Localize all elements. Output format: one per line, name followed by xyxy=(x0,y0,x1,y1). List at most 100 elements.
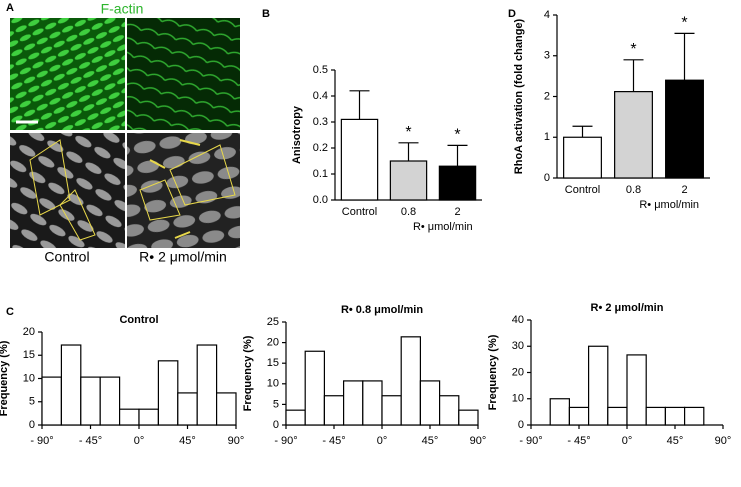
x-tick-label: - 45° xyxy=(567,435,590,447)
histogram-bar xyxy=(323,395,345,426)
bar xyxy=(665,79,704,179)
caption: R• 2 μmol/min xyxy=(139,249,227,265)
y-tick-label: 0 xyxy=(273,419,279,431)
cell-outline xyxy=(29,139,71,216)
histogram-bar xyxy=(60,344,82,426)
y-tick-label: 5 xyxy=(273,398,279,410)
y-tick-label: 30 xyxy=(512,340,524,352)
significance: * xyxy=(681,15,687,32)
x-tick-label: - 90° xyxy=(274,435,297,447)
chart-title: R• 0.8 μmol/min xyxy=(341,304,423,316)
cell-outline xyxy=(169,144,236,206)
y-axis-title: Frequency (%) xyxy=(0,340,10,416)
histogram-bar xyxy=(664,406,686,426)
y-tick-label: 1 xyxy=(544,131,550,143)
histogram-bar xyxy=(157,360,179,426)
panel-label: B xyxy=(262,8,270,20)
cell-outline xyxy=(139,179,181,221)
y-tick-label: 4 xyxy=(544,9,550,21)
micrograph xyxy=(127,18,240,130)
chart-title: Control xyxy=(119,314,158,326)
micrograph xyxy=(127,133,240,248)
y-tick-label: 20 xyxy=(267,337,279,349)
y-tick-label: 40 xyxy=(512,314,524,326)
histogram-bar xyxy=(626,354,647,426)
histogram-bar xyxy=(216,392,237,426)
y-tick-label: 0.0 xyxy=(313,194,328,206)
y-tick-label: 15 xyxy=(23,349,35,361)
histogram-bar xyxy=(568,406,590,426)
significance: * xyxy=(454,127,460,144)
histogram-bar xyxy=(362,380,383,426)
panel-label: C xyxy=(6,306,14,318)
x-tick-label: 0° xyxy=(622,435,633,447)
x-axis-title: R• μmol/min xyxy=(639,199,699,211)
y-tick-label: 0.2 xyxy=(313,142,328,154)
arrow xyxy=(149,159,166,169)
bar xyxy=(340,118,379,201)
bar xyxy=(389,160,428,201)
x-tick-label: Control xyxy=(342,206,377,218)
histogram-bar xyxy=(99,376,121,426)
x-tick-label: 45° xyxy=(667,435,684,447)
y-tick-label: 10 xyxy=(267,378,279,390)
histogram-bar xyxy=(400,336,422,426)
histogram-bar xyxy=(196,344,218,426)
histogram-bar xyxy=(419,380,441,426)
x-tick-label: 90° xyxy=(715,435,732,447)
y-tick-label: 0 xyxy=(518,419,524,431)
y-tick-label: 2 xyxy=(544,90,550,102)
histogram-bar xyxy=(439,395,460,426)
micrograph xyxy=(10,133,125,248)
y-tick-label: 3 xyxy=(544,50,550,62)
histogram-bar xyxy=(607,406,628,426)
histogram-bar xyxy=(645,406,667,426)
x-tick-label: Control xyxy=(565,184,600,196)
panel-label: A xyxy=(6,2,14,14)
y-axis-title: RhoA activation (fold change) xyxy=(513,18,525,174)
x-tick-label: 45° xyxy=(422,435,439,447)
y-tick-label: 0.4 xyxy=(313,90,328,102)
histogram-bar xyxy=(138,408,159,426)
histogram-bar xyxy=(118,408,140,426)
arrow xyxy=(179,139,201,146)
histogram-bar xyxy=(41,376,62,426)
x-tick-label: - 90° xyxy=(519,435,542,447)
x-tick-label: 90° xyxy=(228,435,245,447)
histogram-bar xyxy=(80,376,101,426)
x-tick-label: - 90° xyxy=(30,435,53,447)
y-tick-label: 0.3 xyxy=(313,116,328,128)
y-axis-title: Anisotropy xyxy=(291,105,303,164)
histogram-bar xyxy=(587,345,609,426)
histogram-bar xyxy=(177,392,198,426)
panel-title: F-actin xyxy=(101,1,144,17)
histogram-bar xyxy=(304,350,326,426)
cell-outline xyxy=(59,189,96,241)
caption: Control xyxy=(44,249,89,265)
x-tick-label: - 45° xyxy=(322,435,345,447)
arrow xyxy=(174,231,191,239)
x-tick-label: 0.8 xyxy=(401,206,416,218)
x-tick-label: 0° xyxy=(134,435,145,447)
y-tick-label: 15 xyxy=(267,357,279,369)
x-tick-label: 2 xyxy=(681,184,687,196)
y-tick-label: 0.5 xyxy=(313,64,328,76)
histogram-bar xyxy=(458,409,479,426)
x-axis-title: R• μmol/min xyxy=(413,221,473,233)
x-tick-label: 0.8 xyxy=(626,184,641,196)
x-tick-label: 2 xyxy=(454,206,460,218)
x-tick-label: - 45° xyxy=(79,435,102,447)
y-tick-label: 20 xyxy=(23,326,35,338)
y-tick-label: 10 xyxy=(512,393,524,405)
chart-title: R• 2 μmol/min xyxy=(591,302,664,314)
y-tick-label: 25 xyxy=(267,316,279,328)
histogram-bar xyxy=(381,395,402,426)
x-tick-label: 0° xyxy=(377,435,388,447)
histogram-bar xyxy=(343,380,364,426)
significance: * xyxy=(405,124,411,141)
x-tick-label: 90° xyxy=(470,435,487,447)
y-tick-label: 5 xyxy=(29,396,35,408)
histogram-bar xyxy=(285,409,306,426)
